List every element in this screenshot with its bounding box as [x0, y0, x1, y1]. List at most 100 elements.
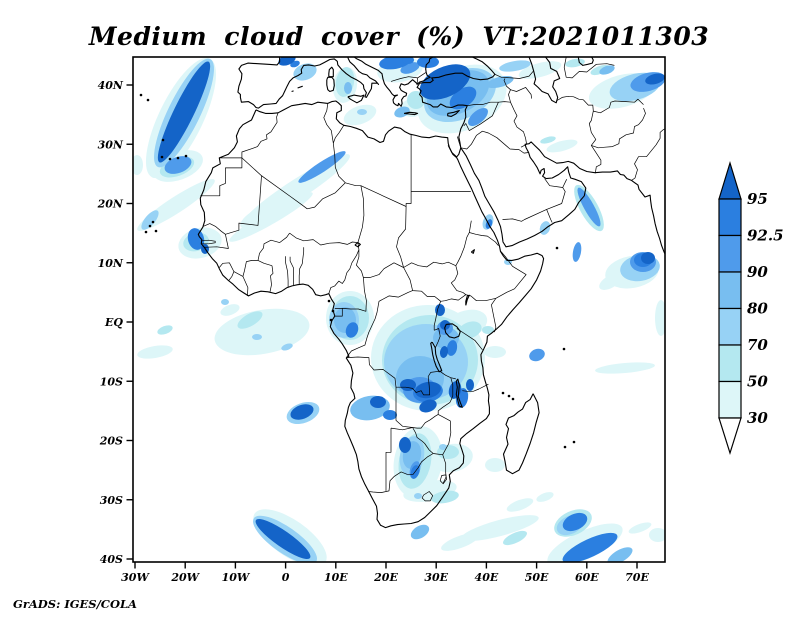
- lat-tick-label: 30N: [98, 138, 124, 151]
- country-border: [593, 98, 644, 114]
- colorbar-segment: [718, 307, 742, 346]
- coastline: [430, 341, 443, 373]
- cloud-region-92.5: [345, 322, 359, 338]
- island-dot: [161, 138, 165, 142]
- country-border: [437, 377, 454, 415]
- country-border: [347, 356, 413, 428]
- cloud-region-50: [458, 321, 482, 339]
- coastline: [528, 57, 561, 104]
- country-border: [467, 101, 527, 145]
- island-dot: [562, 347, 566, 351]
- country-border: [456, 328, 483, 351]
- island-dot: [148, 224, 152, 228]
- coastline: [354, 57, 433, 107]
- country-border: [434, 328, 441, 349]
- country-border: [390, 427, 413, 431]
- country-border: [202, 223, 229, 249]
- island-dot: [331, 309, 335, 313]
- cloud-region-50: [157, 325, 173, 335]
- cloud-region-70: [293, 63, 317, 81]
- cloud-region-30: [229, 192, 313, 242]
- cloud-region-95: [370, 396, 386, 408]
- lon-tick-label: 0: [282, 571, 290, 584]
- cloud-region-95: [645, 73, 665, 85]
- island-dot: [563, 445, 567, 449]
- island-dot: [160, 155, 164, 159]
- cloud-region-95: [435, 304, 445, 316]
- island-dot: [176, 156, 180, 160]
- cloud-region-92.5: [562, 532, 618, 562]
- cloud-region-30: [461, 515, 539, 541]
- cloud-region-95: [290, 404, 314, 420]
- cloud-region-95: [157, 61, 211, 163]
- island-dot: [511, 397, 515, 401]
- island-dot: [139, 93, 143, 97]
- cloud-region-92.5: [562, 512, 588, 532]
- cloud-region-80: [344, 82, 352, 94]
- coastline: [347, 94, 365, 104]
- cloud-region-50: [431, 490, 459, 504]
- cloud-region-30: [484, 346, 506, 358]
- country-border: [356, 242, 456, 278]
- cloud-region-70: [414, 493, 422, 499]
- country-border: [242, 260, 273, 296]
- coastline: [577, 57, 594, 66]
- cloud-region-30: [441, 533, 479, 551]
- lon-tick-label: 30E: [424, 571, 448, 584]
- cloud-region-30: [595, 362, 655, 374]
- cloud-region-70: [141, 210, 159, 230]
- island-dot: [572, 440, 576, 444]
- island-dot: [555, 246, 559, 250]
- colorbar-label: 80: [747, 300, 768, 318]
- lat-tick-label: 10S: [100, 375, 123, 388]
- cloud-region-30: [655, 300, 665, 336]
- cloud-region-95: [439, 346, 449, 358]
- cloud-region-70: [439, 444, 447, 450]
- coastline: [447, 109, 460, 117]
- colorbar-arrow-top: [718, 160, 742, 200]
- country-border: [469, 232, 499, 246]
- country-border: [200, 157, 243, 197]
- plot-title: Medium cloud cover (%) VT:2021011303: [88, 22, 710, 51]
- country-border: [289, 256, 294, 286]
- lon-tick-label: 60E: [575, 571, 599, 584]
- cloud-region-30: [536, 492, 554, 502]
- island-dot: [501, 391, 505, 395]
- coastline: [502, 393, 540, 475]
- country-border: [346, 290, 413, 358]
- cloud-region-70: [539, 221, 551, 235]
- country-border: [241, 157, 346, 210]
- cloud-region-95: [415, 381, 441, 399]
- cloud-region-50: [237, 311, 263, 329]
- colorbar-label: 50: [747, 373, 768, 391]
- country-border: [503, 78, 511, 103]
- lon-tick-label: 70E: [625, 571, 649, 584]
- island-dot: [154, 229, 158, 233]
- country-border: [328, 249, 360, 294]
- lat-tick-label: 20N: [97, 198, 124, 211]
- coastline: [460, 141, 665, 255]
- country-border: [396, 370, 456, 396]
- country-border: [412, 414, 452, 455]
- country-border: [285, 256, 289, 288]
- coastline: [237, 57, 380, 109]
- colorbar-arrow-bottom: [718, 417, 742, 456]
- lon-tick-label: 20W: [170, 571, 200, 584]
- lat-tick-label: 40N: [98, 79, 124, 92]
- cloud-region-50: [482, 326, 494, 334]
- country-border: [421, 491, 434, 502]
- country-border: [631, 128, 665, 181]
- cloud-region-50: [565, 58, 585, 68]
- cloud-region-30: [133, 155, 143, 175]
- country-border: [460, 130, 529, 154]
- cloud-region-80: [486, 75, 514, 89]
- cloud-region-92.5: [383, 410, 397, 420]
- country-border: [462, 383, 489, 392]
- cloud-region-80: [394, 106, 410, 118]
- cloud-region-92.5: [187, 228, 205, 250]
- base-map-layer: [139, 57, 665, 529]
- cloud-region-92.5: [446, 340, 458, 356]
- country-border: [289, 232, 358, 246]
- cloud-region-90: [572, 242, 582, 262]
